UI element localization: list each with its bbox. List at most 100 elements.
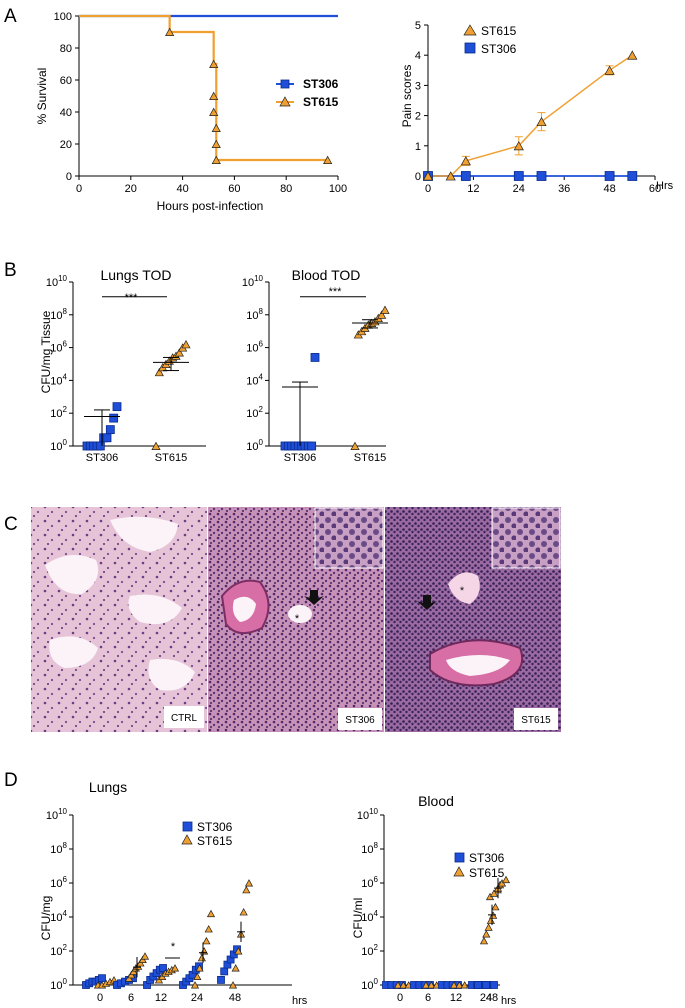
survival-marker-st615 — [209, 91, 219, 100]
point-st615 — [200, 947, 209, 955]
survival-marker-st615 — [323, 155, 333, 164]
pain-marker-st615 — [513, 141, 524, 151]
pain-marker-st615 — [536, 116, 547, 127]
ctrl-tissue — [31, 507, 207, 732]
lungs-timecourse-significance: * — [171, 941, 176, 953]
y-tick-label: 104 — [50, 372, 67, 387]
histology-ctrl: CTRL — [31, 507, 207, 732]
pain-legend: ST615 ST306 — [463, 24, 517, 56]
x-tick-label: 60 — [228, 183, 240, 195]
y-tick-label: 106 — [246, 340, 263, 355]
point-st615 — [491, 902, 500, 911]
point-st615 — [231, 964, 240, 972]
pain-lines — [428, 54, 633, 177]
legend-label-st306: ST306 — [469, 851, 505, 865]
y-tick-label: 1010 — [242, 274, 264, 289]
x-tick-label: 12 — [467, 183, 479, 195]
y-tick-label: 108 — [361, 841, 378, 856]
point-st306 — [310, 353, 320, 362]
survival-marker-st615 — [209, 107, 219, 116]
histology-st306: * ST306 — [208, 507, 384, 732]
histology-st615: * ST615 — [385, 507, 561, 732]
point-st615 — [479, 936, 489, 945]
y-tick-label: 100 — [50, 438, 67, 453]
survival-marker-st615 — [211, 155, 221, 164]
x-tick-label: 80 — [280, 183, 292, 195]
lungs-timecourse-points — [82, 879, 254, 989]
point-st306 — [217, 976, 225, 984]
point-st615 — [350, 441, 360, 450]
y-tick-label: 108 — [50, 841, 67, 856]
pain-marker-st615 — [422, 171, 434, 181]
legend-label-st306: ST306 — [481, 42, 517, 56]
ctrl-label: CTRL — [171, 713, 198, 724]
point-st615 — [484, 923, 493, 931]
point-st615 — [377, 310, 387, 319]
y-tick-label: 1010 — [357, 807, 379, 822]
point-st615 — [170, 964, 180, 972]
point-st615 — [204, 925, 213, 933]
st615-inset — [491, 507, 561, 569]
blood-timecourse-xunit: hrs — [501, 995, 517, 1007]
panel-letter-b: B — [4, 260, 17, 281]
lungs-tod-points — [82, 339, 191, 451]
pain-marker-st615 — [604, 65, 615, 75]
survival-marker-st615 — [165, 27, 175, 36]
y-tick-label: 100 — [246, 438, 263, 453]
point-st615 — [234, 947, 243, 955]
survival-line-st615 — [79, 14, 328, 162]
y-tick-label: 2 — [415, 111, 421, 123]
legend-label-st306: ST306 — [197, 820, 233, 834]
point-st615 — [449, 981, 459, 989]
legend-marker-st615 — [463, 24, 477, 36]
y-tick-label: 60 — [60, 75, 72, 87]
panel-letter-c: C — [4, 514, 18, 535]
y-tick-label: 106 — [50, 340, 67, 355]
st306-inset — [314, 507, 384, 569]
pain-marker-st306 — [536, 171, 547, 181]
point-st615 — [190, 981, 200, 989]
ctrl-alveolus — [128, 594, 182, 625]
y-tick-label: 0 — [66, 171, 72, 183]
ctrl-alveolus — [49, 636, 98, 668]
point-st615 — [455, 981, 464, 989]
st615-vessel — [448, 572, 480, 604]
point-st306 — [102, 433, 112, 443]
histology-panels: CTRL * ST306 * ST615 — [31, 507, 561, 732]
pain-marker-st615 — [445, 171, 456, 181]
x-tick-label: 20 — [125, 183, 137, 195]
blood-tod-title: Blood TOD — [292, 267, 361, 283]
point-st306 — [95, 441, 105, 451]
st615-asterisk: * — [460, 585, 465, 597]
point-st306 — [307, 441, 317, 451]
point-st306 — [159, 964, 167, 972]
y-tick-label: 102 — [361, 943, 378, 958]
point-st306 — [482, 981, 490, 989]
st306-asterisk: * — [295, 613, 300, 625]
pain-marker-st306 — [627, 171, 638, 181]
ctrl-label-box — [164, 706, 204, 728]
y-tick-label: 102 — [50, 943, 67, 958]
x-tick-label: 48 — [229, 992, 241, 1004]
y-tick-label: 102 — [50, 405, 67, 420]
survival-marker-st615 — [209, 59, 219, 68]
ctrl-alveolus — [148, 658, 195, 691]
point-st306 — [490, 981, 498, 989]
y-tick-label: 100 — [50, 977, 67, 992]
lungs-timecourse-ylabel: CFU/mg — [39, 896, 53, 941]
point-st615 — [427, 981, 436, 989]
st306-bronchus-lumen — [232, 596, 256, 622]
legend-marker-st306 — [464, 42, 476, 54]
point-st615 — [399, 981, 408, 989]
legend-label-st306: ST306 — [303, 77, 339, 91]
x-tick-label: 40 — [176, 183, 188, 195]
survival-markers — [165, 27, 333, 164]
x-tick-label: ST306 — [284, 452, 316, 464]
lungs-timecourse-xunit: hrs — [292, 995, 308, 1007]
point-st615 — [193, 972, 202, 980]
point-st615 — [151, 441, 161, 450]
st615-label-box — [514, 708, 558, 730]
lungs-timecourse-chart: 100 102 104 106 108 1010 0 6 12 24 48 Lungs CFU/mg… — [39, 779, 308, 1007]
